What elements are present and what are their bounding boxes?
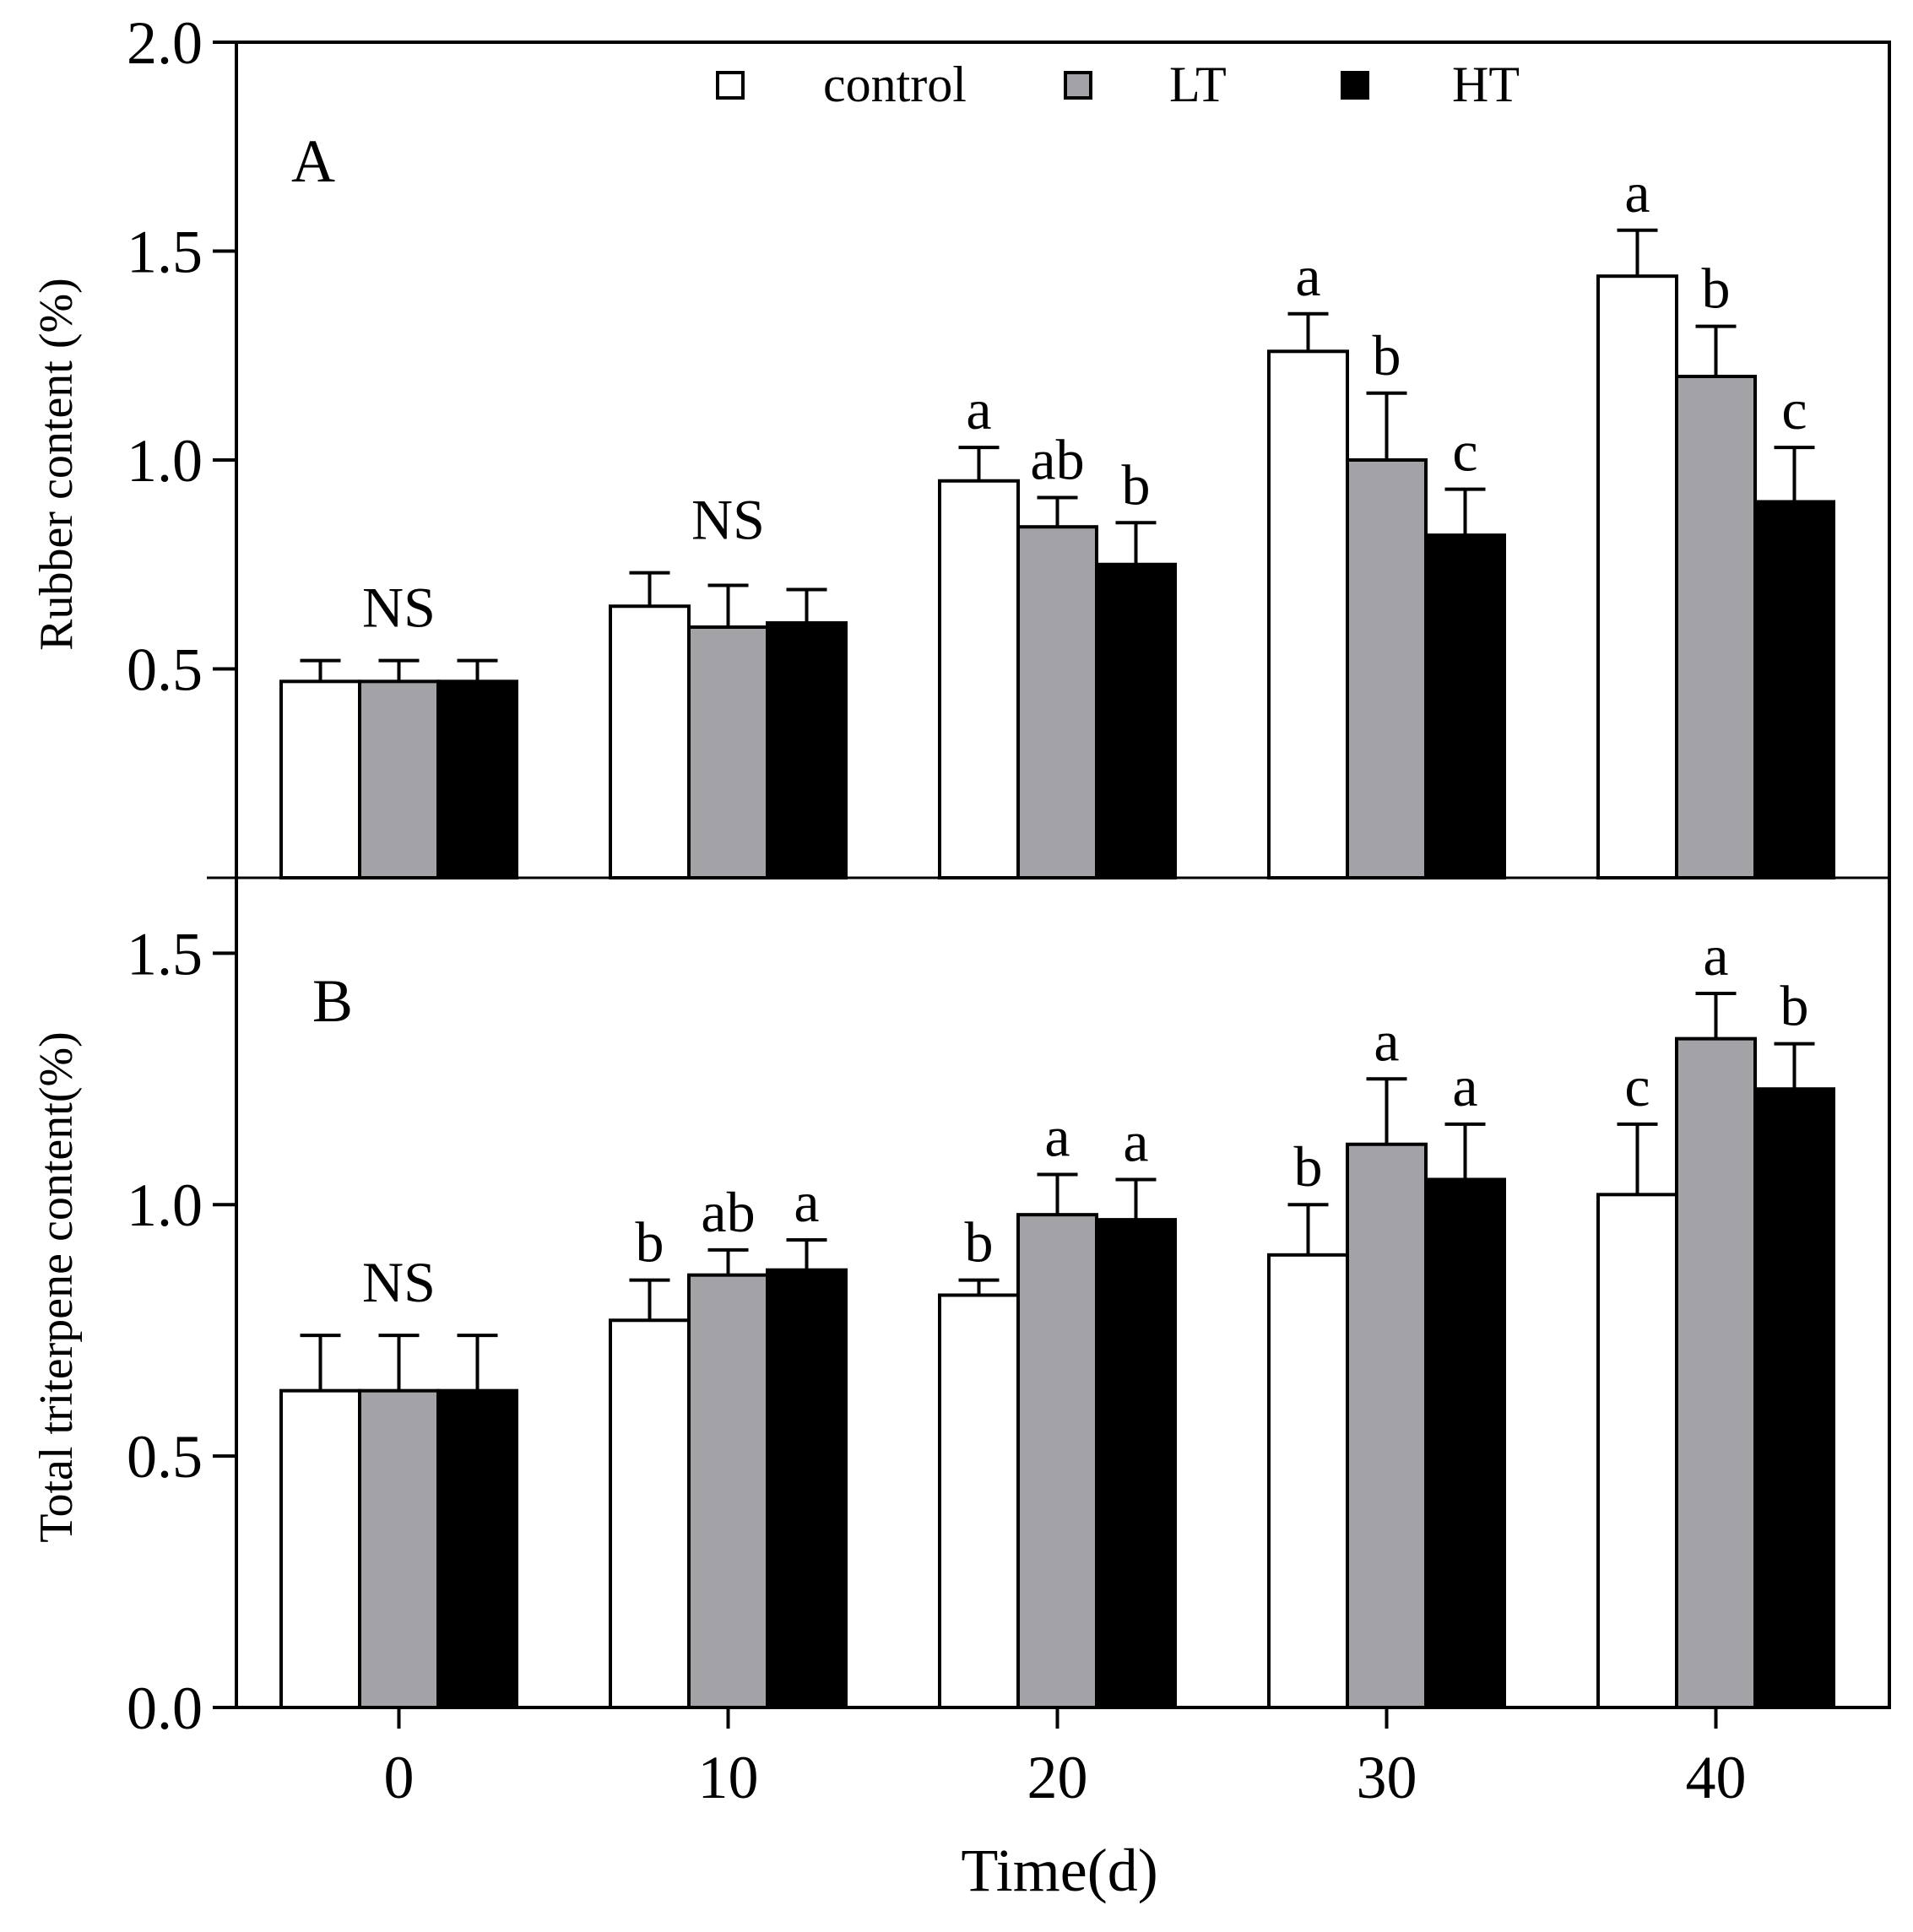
significance-label-a: c <box>1781 377 1807 441</box>
significance-label-a: NS <box>362 576 436 640</box>
bar-a-lt-20 <box>1016 525 1098 879</box>
bar-a-lt-40 <box>1675 375 1757 879</box>
significance-label-b: ab <box>701 1180 755 1244</box>
bars-b <box>279 1036 1835 1710</box>
significance-label-b: a <box>1703 923 1728 988</box>
y-tick-label-b: 0.5 <box>127 1423 203 1491</box>
bar-b-control-0 <box>279 1388 361 1709</box>
legend-swatch-ht <box>1341 71 1369 100</box>
bars-a <box>279 274 1835 879</box>
y-tick-label-a: 1.5 <box>127 219 203 286</box>
bar-b-ht-0 <box>436 1388 518 1709</box>
significance-label-a: a <box>1624 160 1650 225</box>
bar-a-control-20 <box>938 479 1020 879</box>
legend-label-ht: HT <box>1452 57 1520 112</box>
bar-b-control-40 <box>1596 1193 1678 1709</box>
significance-label-b: a <box>1452 1054 1477 1118</box>
bar-b-lt-40 <box>1675 1036 1757 1710</box>
significance-label-b: b <box>1780 974 1809 1038</box>
y-tick-label-a: 1.0 <box>127 427 203 495</box>
significance-label-a: c <box>1452 419 1477 484</box>
significance-label-b: b <box>965 1210 994 1274</box>
bar-a-lt-0 <box>358 679 440 879</box>
significance-label-b: b <box>1294 1134 1323 1199</box>
significance-label-b: NS <box>362 1250 436 1314</box>
x-tick-label: 20 <box>1027 1744 1088 1811</box>
significance-label-b: a <box>1374 1009 1399 1073</box>
significance-label-a: a <box>1295 244 1320 308</box>
bar-a-ht-40 <box>1753 500 1835 879</box>
x-tick-label: 0 <box>384 1744 415 1811</box>
significance-label-b: b <box>636 1210 664 1274</box>
bar-a-ht-0 <box>436 679 518 879</box>
error-bars-a <box>300 228 1815 682</box>
significance-label-b: a <box>1123 1109 1148 1173</box>
significance-label-a: b <box>1122 452 1151 517</box>
bar-b-control-10 <box>609 1318 691 1710</box>
legend-swatch-lt <box>1064 71 1092 100</box>
significance-label-a: b <box>1373 323 1401 387</box>
bar-b-lt-0 <box>358 1388 440 1709</box>
y-tick-label-b: 0.0 <box>127 1675 203 1742</box>
y-tick-label-b: 1.5 <box>127 920 203 988</box>
y-tick-label-b: 1.0 <box>127 1172 203 1239</box>
panel-label-b: B <box>312 967 353 1035</box>
panel-b: NSb ab aba a baa cab 0.00.51.01.5 B Total tri… <box>30 920 1835 1742</box>
bar-b-ht-20 <box>1095 1218 1177 1709</box>
y-axis-title-a: Rubber content (%) <box>30 278 83 651</box>
x-axis-title: Time(d) <box>961 1837 1157 1904</box>
y-tick-label-a: 2.0 <box>127 9 203 77</box>
y-tick-label-a: 0.5 <box>127 636 203 704</box>
bar-b-ht-30 <box>1424 1177 1506 1710</box>
significance-label-a: a <box>966 377 991 441</box>
bar-a-control-40 <box>1596 274 1678 879</box>
significance-label-a: NS <box>691 488 765 552</box>
bar-a-control-0 <box>279 679 361 879</box>
bar-a-ht-20 <box>1095 562 1177 879</box>
bar-b-lt-30 <box>1346 1142 1428 1709</box>
bar-a-lt-30 <box>1346 458 1428 879</box>
y-ticks-a: 0.5 1.0 1.5 2.0 <box>127 9 236 704</box>
error-bars-b <box>300 992 1815 1391</box>
legend: control LT HT <box>716 57 1520 112</box>
bar-a-ht-30 <box>1424 533 1506 879</box>
bar-a-control-10 <box>609 604 691 879</box>
x-ticks: 0 10 20 30 40 <box>384 1707 1747 1811</box>
legend-label-control: control <box>823 57 967 112</box>
x-tick-label: 30 <box>1357 1744 1417 1811</box>
y-ticks-b: 0.0 0.5 1.0 1.5 <box>127 920 236 1742</box>
bar-b-ht-40 <box>1753 1087 1835 1709</box>
bar-b-ht-10 <box>766 1268 848 1709</box>
bar-a-ht-10 <box>766 621 848 879</box>
bar-b-lt-10 <box>687 1273 769 1709</box>
plot-frame <box>235 41 1891 1709</box>
bar-a-lt-10 <box>687 625 769 879</box>
y-axis-title-b: Total triterpene content(%) <box>30 1031 83 1543</box>
legend-swatch-control <box>716 71 745 100</box>
significance-label-a: b <box>1702 257 1731 321</box>
annotations-b: NSb ab aba a baa cab <box>362 923 1808 1314</box>
bar-b-lt-20 <box>1016 1213 1098 1709</box>
significance-label-b: a <box>794 1170 819 1234</box>
significance-label-a: ab <box>1030 428 1084 492</box>
bar-b-control-30 <box>1267 1253 1349 1710</box>
significance-label-b: a <box>1044 1104 1070 1168</box>
bar-b-control-20 <box>938 1293 1020 1709</box>
panel-label-a: A <box>291 127 335 195</box>
x-tick-label: 40 <box>1686 1744 1747 1811</box>
bar-a-control-30 <box>1267 349 1349 879</box>
significance-label-b: c <box>1624 1054 1650 1118</box>
x-tick-label: 10 <box>698 1744 759 1811</box>
legend-label-lt: LT <box>1169 57 1227 112</box>
